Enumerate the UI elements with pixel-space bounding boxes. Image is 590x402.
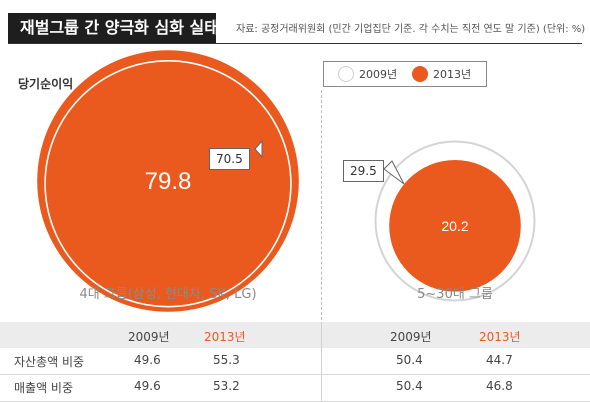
legend-label-2009: 2009년 [359,68,398,81]
legend-swatch-2013 [412,66,428,82]
metric-label: 당기순이익 [18,77,74,91]
row-label-assets: 자산총액 비중 [14,355,85,369]
cell-assets-g1-2009: 49.6 [134,353,161,367]
bubble-2009-group-1 [37,50,299,312]
legend-item-2013: 2013년 [412,66,471,82]
cell-sales-g2-2009: 50.4 [396,379,423,393]
legend: 2009년 2013년 [323,61,487,87]
cell-sales-g1-2013: 53.2 [213,379,240,393]
share-table: 2009년 2013년 2009년 2013년 자산총액 비중 49.6 55.… [0,322,590,402]
bubble-chart: 79.8 4대 그룹(삼성, 현대차, SK, LG) 20.2 5~30대 그… [37,50,536,312]
row-label-sales: 매출액 비중 [14,381,74,395]
legend-item-2009: 2009년 [338,66,397,82]
row-separator [0,374,590,375]
cell-sales-g2-2013: 46.8 [486,379,513,393]
group-divider [321,90,322,320]
value-2013-group-2: 20.2 [441,218,468,234]
callout-2009-group-2: 29.5 [343,160,384,182]
group-label-1: 4대 그룹(삼성, 현대차, SK, LG) [79,287,256,302]
col-header-2009-group-2: 2009년 [390,330,432,344]
bubble-2013-group-2 [389,160,521,292]
table-header-band [0,322,590,348]
callout-pointer-group-2 [383,160,405,185]
table-divider [321,322,322,402]
legend-swatch-2009 [338,66,354,82]
top-rule [8,43,582,44]
cell-assets-g1-2013: 55.3 [213,353,240,367]
col-header-2013-group-1: 2013년 [204,330,246,344]
cell-assets-g2-2013: 44.7 [486,353,513,367]
col-header-2013-group-2: 2013년 [479,330,521,344]
cell-assets-g2-2009: 50.4 [396,353,423,367]
legend-label-2013: 2013년 [433,68,472,81]
callout-2009-group-1: 70.5 [209,148,250,170]
callout-pointer-group-1 [254,139,263,159]
bubble-2013-group-1 [44,60,292,308]
value-2013-group-1: 79.8 [145,168,192,195]
chart-title: 재벌그룹 간 양극화 심화 실태 [8,13,219,43]
source-note: 자료: 공정거래위원회 (민간 기업집단 기준. 각 수치는 직전 연도 말 기… [236,24,586,35]
col-header-2009-group-1: 2009년 [128,330,170,344]
group-label-2: 5~30대 그룹 [417,287,493,302]
cell-sales-g1-2009: 49.6 [134,379,161,393]
